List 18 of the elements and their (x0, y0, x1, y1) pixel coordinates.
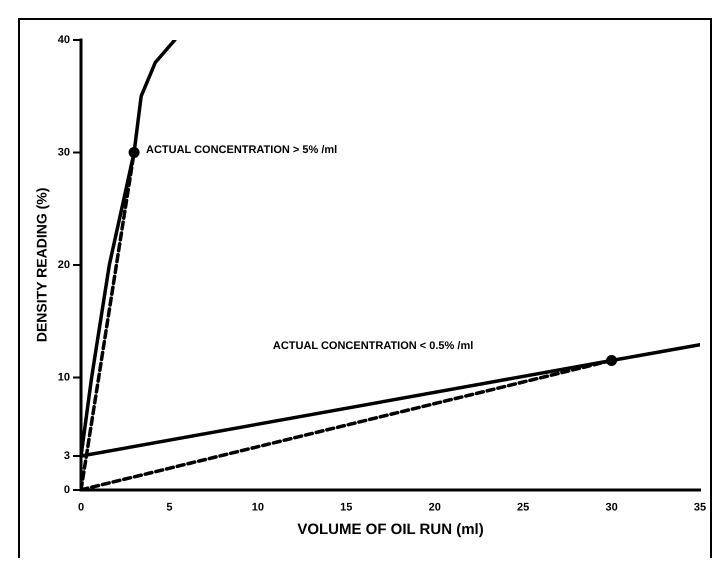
x-tick-label: 15 (340, 501, 352, 514)
x-tick-label: 0 (78, 501, 84, 514)
x-tick-label: 30 (605, 501, 618, 514)
x-tick-label: 35 (694, 501, 706, 514)
x-tick-label: 10 (252, 501, 264, 514)
x-tick-label: 5 (166, 501, 173, 514)
y-tick-label: 0 (64, 484, 70, 496)
y-tick-label: 10 (58, 371, 70, 384)
x-axis-title: VOLUME OF OIL RUN (ml) (297, 521, 484, 538)
annotation: ACTUAL CONCENTRATION > 5% /ml (146, 144, 338, 156)
y-tick-label: 30 (58, 146, 70, 158)
y-tick-label: 40 (58, 34, 70, 46)
y-tick-label: 20 (58, 258, 70, 271)
y-axis-title: DENSITY READING (%) (33, 188, 50, 342)
annotation: ACTUAL CONCENTRATION < 0.5% /ml (272, 340, 474, 352)
x-tick-label: 25 (517, 501, 530, 514)
y-tick-label: 3 (64, 450, 70, 462)
x-tick-label: 20 (428, 501, 441, 514)
